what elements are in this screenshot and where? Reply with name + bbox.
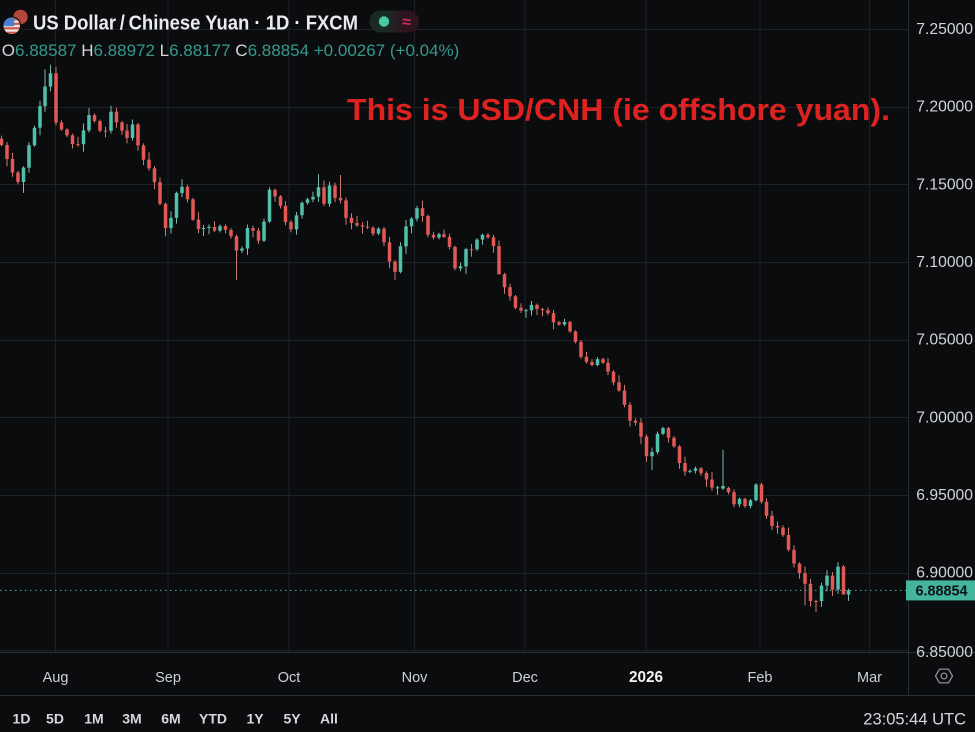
svg-text:Oct: Oct — [278, 670, 301, 686]
svg-text:7.25000: 7.25000 — [916, 21, 973, 38]
svg-text:6.95000: 6.95000 — [916, 487, 973, 504]
svg-text:Sep: Sep — [155, 670, 181, 686]
svg-text:Nov: Nov — [402, 670, 429, 686]
svg-text:7.20000: 7.20000 — [916, 99, 973, 116]
svg-text:≈: ≈ — [402, 14, 411, 31]
svg-text:7.10000: 7.10000 — [916, 254, 973, 271]
svg-text:Feb: Feb — [748, 670, 773, 686]
svg-text:6.88854: 6.88854 — [915, 584, 967, 600]
svg-text:5Y: 5Y — [283, 711, 301, 727]
svg-text:7.00000: 7.00000 — [916, 409, 973, 426]
svg-text:7.15000: 7.15000 — [916, 176, 973, 193]
svg-text:6M: 6M — [161, 711, 180, 727]
svg-text:5D: 5D — [46, 711, 64, 727]
svg-text:O6.88587 H6.88972 L6.88177 C6.: O6.88587 H6.88972 L6.88177 C6.88854 +0.0… — [2, 41, 460, 60]
svg-text:1Y: 1Y — [246, 711, 264, 727]
svg-text:1M: 1M — [84, 711, 103, 727]
svg-text:7.05000: 7.05000 — [916, 332, 973, 349]
svg-text:US Dollar / Chinese Yuan · 1D: US Dollar / Chinese Yuan · 1D · FXCM — [33, 13, 358, 35]
svg-text:23:05:44 UTC: 23:05:44 UTC — [863, 711, 966, 729]
svg-text:3M: 3M — [122, 711, 141, 727]
svg-text:Mar: Mar — [857, 670, 882, 686]
svg-text:2026: 2026 — [629, 669, 663, 686]
svg-text:Aug: Aug — [43, 670, 69, 686]
svg-text:1D: 1D — [13, 711, 31, 727]
svg-text:This is USD/CNH (ie offshore y: This is USD/CNH (ie offshore yuan). — [347, 92, 890, 127]
svg-text:YTD: YTD — [199, 711, 227, 727]
svg-text:6.85000: 6.85000 — [916, 644, 973, 661]
svg-text:6.90000: 6.90000 — [916, 565, 973, 582]
svg-text:All: All — [320, 711, 338, 727]
svg-text:Dec: Dec — [512, 670, 538, 686]
